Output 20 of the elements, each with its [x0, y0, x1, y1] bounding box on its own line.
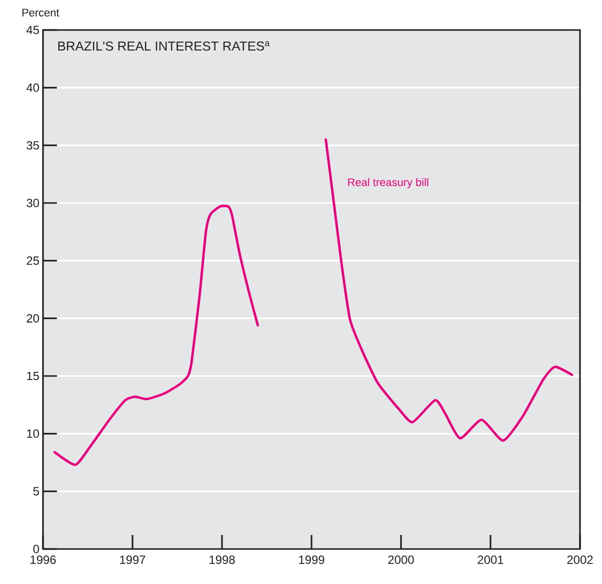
y-tick-label: 30 [26, 198, 40, 208]
x-tick-label: 2001 [478, 556, 504, 564]
x-tick-label: 1999 [299, 556, 324, 564]
x-tick-label: 1996 [30, 556, 56, 564]
x-tick-label: 2000 [388, 556, 414, 564]
y-tick-label: 35 [26, 141, 39, 150]
text: BRAZIL'S REAL INTEREST RATES$^{a}$ [58, 41, 270, 51]
y-tick-label: 10 [27, 429, 40, 438]
y-tick-label: 20 [26, 314, 40, 323]
y-tick-label: 40 [26, 83, 40, 92]
y-tick-label: 5 [33, 487, 39, 496]
y-axis-title: Percent [22, 8, 60, 16]
y-tick-label: 45 [26, 26, 39, 34]
y-tick-label: 25 [26, 256, 39, 265]
x-tick-label: 2002 [567, 556, 593, 564]
series-label: Real treasury bill [348, 178, 428, 188]
x-tick-label: 1997 [120, 556, 146, 564]
y-tick-label: 0 [33, 544, 40, 554]
y-tick-label: 15 [27, 372, 39, 380]
x-tick-label: 1998 [210, 556, 235, 564]
